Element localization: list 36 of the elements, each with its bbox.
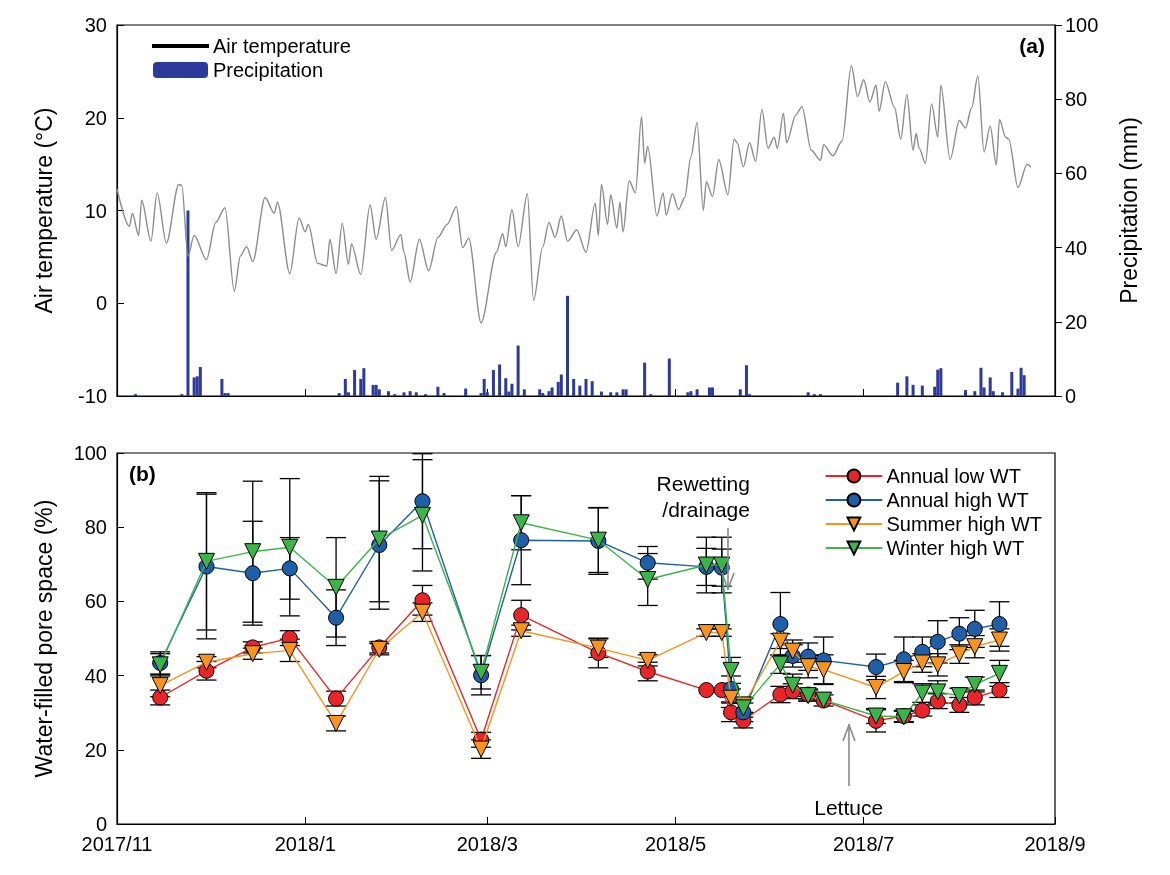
y-tick-label: 20 <box>84 106 107 129</box>
y2-tick-label: 40 <box>1065 236 1088 259</box>
x-tick-label: 2018/5 <box>644 833 707 855</box>
legend-label: Winter high WT <box>886 537 1025 559</box>
legend-label: Annual high WT <box>886 489 1029 511</box>
x-tick-label: 2018/9 <box>1024 833 1086 855</box>
x-tick-label: 2017/11 <box>81 833 153 855</box>
y-tick-label: 0 <box>95 292 107 315</box>
y-tick-label: 60 <box>84 590 107 613</box>
y2-tick-label: 80 <box>1065 88 1088 111</box>
y-tick-label: 100 <box>73 442 107 464</box>
legend-label: Air temperature <box>213 35 351 57</box>
x-tick-label: 2018/7 <box>833 833 895 855</box>
y2-tick-label: 20 <box>1065 310 1088 333</box>
y-tick-label: 20 <box>84 738 107 761</box>
legend-label: Annual low WT <box>886 465 1021 487</box>
y2-tick-label: 60 <box>1065 162 1088 185</box>
y-tick-label: -10 <box>78 385 107 407</box>
y-tick-label: 30 <box>84 14 107 36</box>
y-tick-label: 0 <box>95 813 107 835</box>
annotation: (b) <box>129 462 156 485</box>
x-tick-label: 2018/3 <box>456 833 518 855</box>
annotation: Rewetting /drainage <box>656 471 750 521</box>
annotation: (a) <box>1019 34 1045 57</box>
x-tick-label: 2018/1 <box>274 833 336 855</box>
y-axis-title: Air temperature (°C) <box>30 107 57 314</box>
y2-axis-title: Precipitation (mm) <box>1115 117 1142 304</box>
legend-label: Summer high WT <box>886 513 1043 535</box>
y-tick-label: 80 <box>84 516 107 539</box>
y-tick-label: 10 <box>84 199 107 222</box>
y-tick-label: 40 <box>84 664 107 687</box>
legend-label: Precipitation <box>213 59 324 81</box>
annotation: Lettuce <box>814 796 884 819</box>
y2-tick-label: 0 <box>1065 385 1077 407</box>
y-axis-title: Water-filled pore space (%) <box>30 499 57 778</box>
y2-tick-label: 100 <box>1065 14 1099 36</box>
